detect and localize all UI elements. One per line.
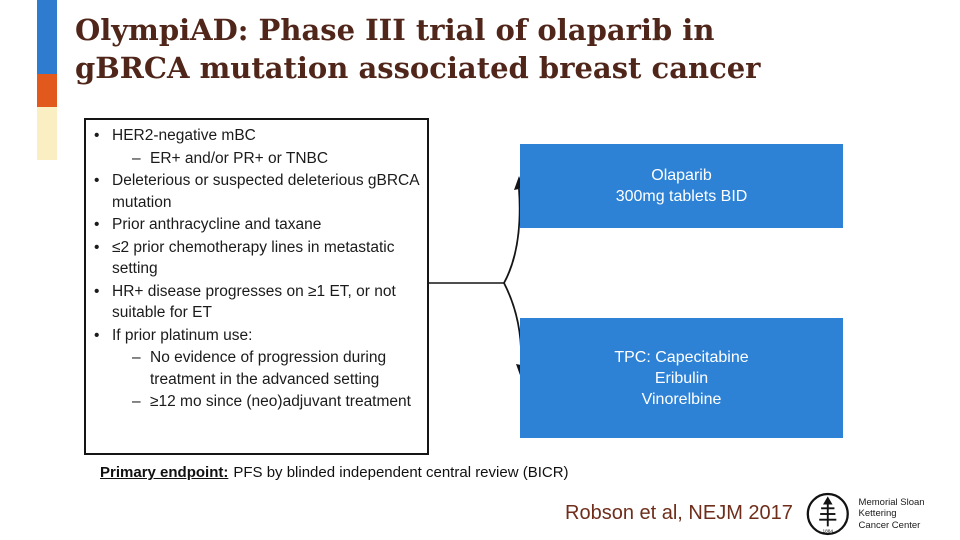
accent-bar	[37, 0, 57, 160]
msk-org-line-1: Memorial Sloan Kettering	[858, 496, 925, 520]
tpc-arm-line-3: Vinorelbine	[641, 390, 722, 408]
eligibility-item: • HER2-negative mBC	[92, 125, 425, 147]
tpc-arm-box: TPC: Capecitabine Eribulin Vinorelbine	[520, 318, 843, 438]
primary-endpoint-line: Primary endpoint: PFS by blinded independ…	[100, 464, 569, 481]
eligibility-item: • Prior anthracycline and taxane	[92, 214, 425, 236]
msk-logo-icon: 1884	[806, 492, 849, 536]
eligibility-item: • Deleterious or suspected deleterious gB…	[92, 170, 425, 213]
bullet-icon: •	[94, 172, 100, 189]
connector-lower-curve	[503, 282, 523, 366]
accent-cream-segment	[37, 107, 57, 160]
msk-org-line-2: Cancer Center	[858, 519, 921, 531]
eligibility-item: – ER+ and/or PR+ or TNBC	[92, 148, 425, 170]
eligibility-item-text: Prior anthracycline and taxane	[112, 216, 322, 233]
eligibility-item-text: No evidence of progression during treatm…	[150, 349, 387, 388]
eligibility-item: • ≤2 prior chemotherapy lines in metastat…	[92, 237, 425, 280]
olaparib-arm-line-1: Olaparib	[651, 167, 712, 184]
olaparib-arm-box: Olaparib 300mg tablets BID	[520, 144, 843, 228]
eligibility-item-text: ER+ and/or PR+ or TNBC	[150, 149, 329, 167]
msk-logo-text: Memorial Sloan Kettering Cancer Center	[859, 497, 960, 532]
eligibility-item-text: If prior platinum use:	[112, 326, 253, 344]
eligibility-item-text: Deleterious or suspected deleterious gBR…	[112, 172, 419, 211]
dash-icon: –	[132, 393, 141, 410]
eligibility-list: • HER2-negative mBC – ER+ and/or PR+ or TNB…	[92, 125, 425, 413]
eligibility-item: • HR+ disease progresses on ≥1 ET, or not…	[92, 281, 425, 324]
dash-icon: –	[132, 349, 141, 366]
primary-endpoint-text: PFS by blinded independent central revie…	[233, 464, 569, 481]
title-line-2: gBRCA mutation associated breast cancer	[75, 51, 761, 85]
tpc-arm-line-1: TPC: Capecitabine	[614, 348, 749, 366]
bullet-icon: •	[94, 216, 100, 233]
tpc-arm-line-2: Eribulin	[654, 369, 709, 387]
eligibility-item: – No evidence of progression during treat…	[92, 347, 425, 390]
bullet-icon: •	[94, 282, 100, 300]
eligibility-item: – ≥12 mo since (neo)adjuvant treatment	[92, 391, 425, 413]
eligibility-item: • If prior platinum use:	[92, 325, 425, 347]
bullet-icon: •	[94, 326, 100, 344]
bullet-icon: •	[94, 238, 100, 256]
eligibility-criteria-box: • HER2-negative mBC – ER+ and/or PR+ or TNB…	[84, 118, 429, 455]
title-line-1: OlympiAD: Phase III trial of olaparib in	[75, 13, 715, 47]
olaparib-arm-line-2: 300mg tablets BID	[615, 188, 748, 205]
primary-endpoint-label: Primary endpoint:	[100, 464, 229, 481]
eligibility-item-text: HR+ disease progresses on ≥1 ET, or not …	[112, 282, 396, 322]
accent-blue-segment	[37, 0, 57, 74]
eligibility-item-text: ≤2 prior chemotherapy lines in metastati…	[112, 238, 395, 278]
bullet-icon: •	[94, 127, 100, 144]
accent-orange-segment	[37, 74, 57, 107]
dash-icon: –	[132, 149, 141, 167]
msk-logo: 1884 Memorial Sloan Kettering Cancer Cen…	[804, 491, 960, 537]
msk-logo-year: 1884	[822, 529, 833, 535]
citation: Robson et al, NEJM 2017	[565, 502, 793, 524]
connector-upper-curve	[503, 188, 521, 284]
eligibility-item-text: ≥12 mo since (neo)adjuvant treatment	[150, 393, 411, 410]
randomization-connector	[429, 176, 526, 378]
eligibility-item-text: HER2-negative mBC	[112, 127, 256, 144]
slide-title: OlympiAD: Phase III trial of olaparib in…	[75, 11, 760, 87]
